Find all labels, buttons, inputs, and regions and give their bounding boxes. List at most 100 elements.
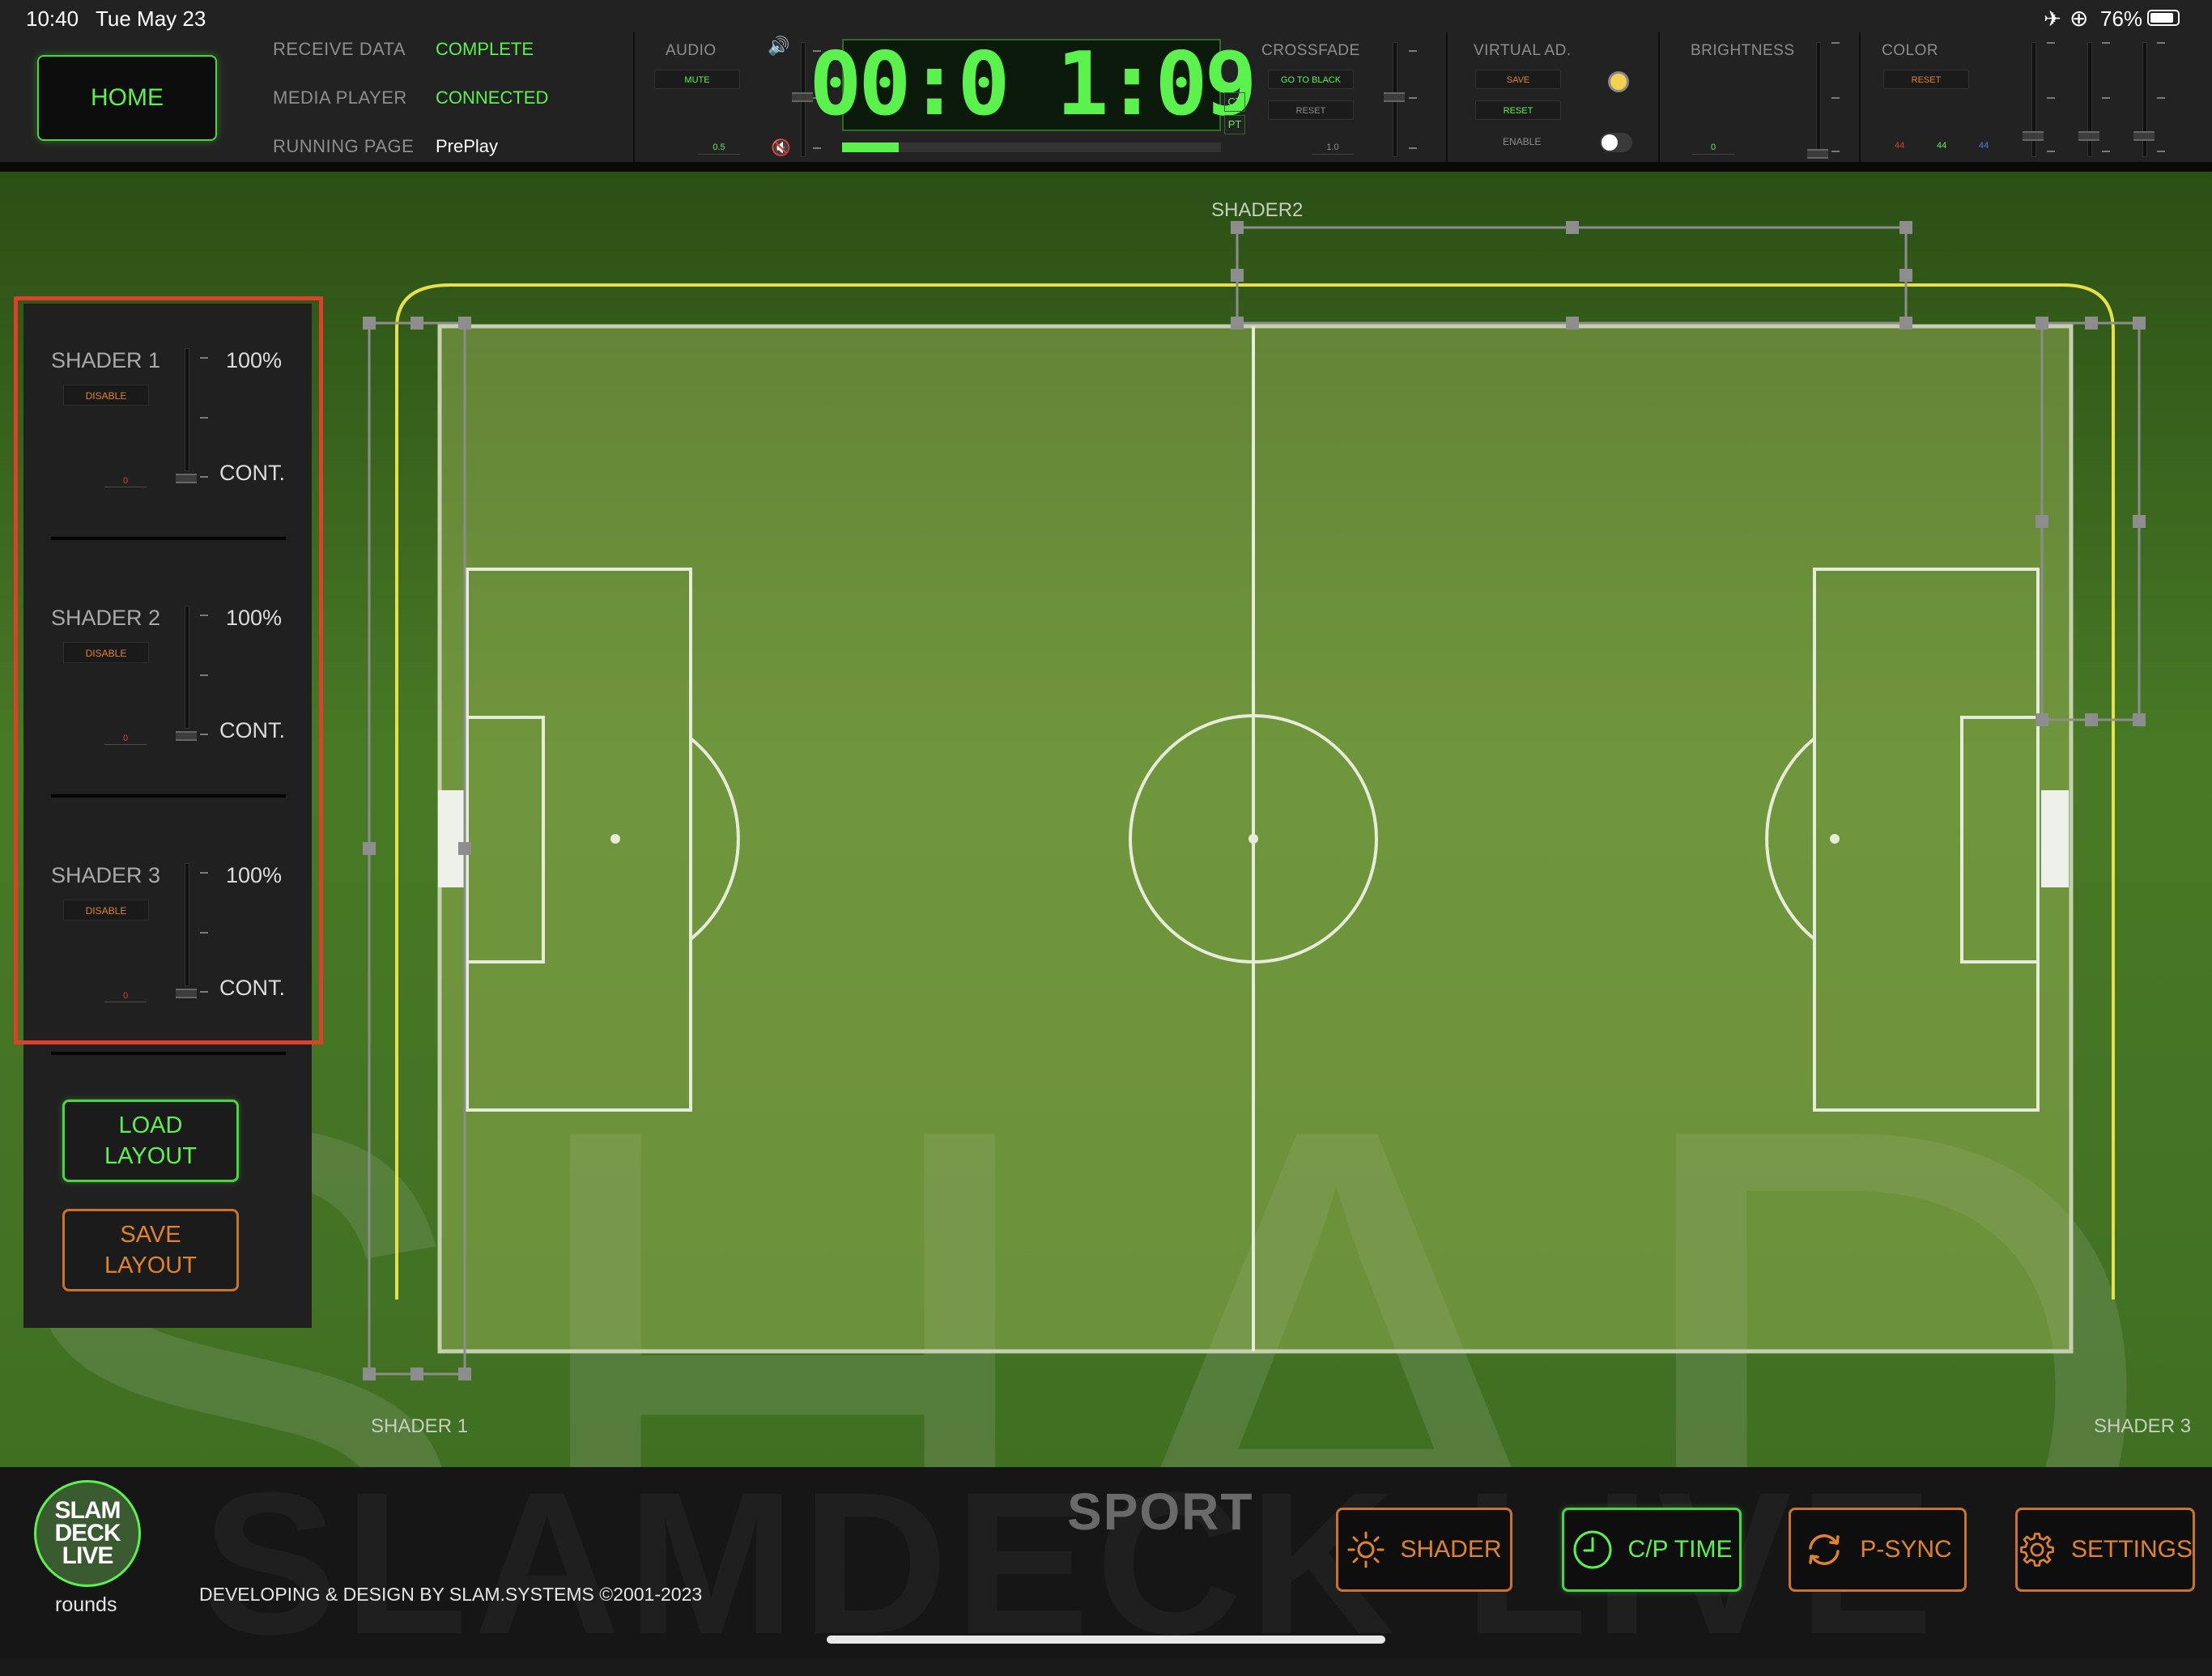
shader2-max-label: 100% [226,606,283,630]
shader3-handles [2035,317,2146,726]
color-g-slider-track[interactable] [2087,42,2092,157]
tick [813,147,821,149]
shader3-slider-track[interactable] [185,863,189,986]
center-spot [1249,834,1258,844]
color-r-slider-track[interactable] [2031,42,2036,157]
tick [200,734,208,735]
p-sync-nav-label: P-SYNC [1860,1536,1952,1563]
ct-toggle[interactable]: CT [1224,92,1245,112]
tick [200,932,208,934]
divider [633,32,635,162]
color-g-value[interactable]: 44 [1937,141,1947,151]
shader2-name: SHADER 2 [51,606,161,630]
shader1-handles [363,317,471,1380]
color-g-slider-knob[interactable] [2078,131,2099,141]
divider [1658,32,1660,162]
shader-nav-button[interactable]: SHADER [1336,1508,1512,1592]
shader3-cont-label: CONT. [219,976,285,1000]
color-b-value[interactable]: 44 [1979,141,1989,151]
enable-label: ENABLE [1503,136,1542,147]
virtual-ad-reset-button[interactable]: RESET [1475,100,1561,120]
logo-text: SLAM DECK LIVE [54,1497,121,1569]
crossfade-value-field[interactable]: 1.0 [1312,141,1354,155]
clock-icon [1573,1530,1612,1569]
shader2-disable-button[interactable]: DISABLE [63,642,149,663]
crossfade-label: CROSSFADE [1261,42,1360,59]
tick [200,476,208,478]
crossfade-slider-knob[interactable] [1384,92,1405,102]
audio-value-field[interactable]: 0.5 [698,141,740,155]
enable-toggle[interactable] [1600,133,1632,152]
shader3-value-field[interactable]: 0 [104,990,147,1002]
go-to-black-button[interactable]: GO TO BLACK [1268,70,1354,89]
credits-text: DEVELOPING & DESIGN BY SLAM.SYSTEMS ©200… [199,1584,703,1605]
center-circle [1129,714,1378,963]
yellow-boundary-line [395,283,2115,1300]
tick [200,357,208,359]
airplane-icon: ✈ [2044,6,2061,31]
color-b-slider-track[interactable] [2142,42,2147,157]
battery-percent: 76% [2100,6,2143,31]
brightness-label: BRIGHTNESS [1691,42,1795,59]
cp-time-nav-button[interactable]: C/P TIME [1562,1508,1742,1592]
home-label: HOME [91,84,164,111]
shader3-slider-knob[interactable] [176,989,197,998]
shader2-value-field[interactable]: 0 [104,733,147,745]
color-b-slider-knob[interactable] [2133,131,2155,141]
brightness-value-field[interactable]: 0 [1692,141,1734,155]
p-sync-nav-button[interactable]: P-SYNC [1789,1508,1967,1592]
settings-nav-button[interactable]: SETTINGS [2015,1508,2195,1592]
separator [51,1052,286,1055]
color-r-value[interactable]: 44 [1895,141,1905,151]
status-time: 10:40 [26,6,79,31]
status-date: Tue May 23 [96,6,206,31]
timer-display: 00:0 1:09 [809,39,1257,131]
audio-label: AUDIO [666,42,717,59]
tick [2157,151,2165,152]
color-r-slider-knob[interactable] [2023,131,2044,141]
top-control-bar: 10:40 Tue May 23 ✈ ⊕ 76% HOME RECEIVE DA… [0,0,2212,165]
brightness-slider-knob[interactable] [1807,149,1828,159]
shader3-max-label: 100% [226,863,283,887]
tick [200,417,208,419]
mute-button[interactable]: MUTE [654,70,740,89]
pt-toggle[interactable]: PT [1224,115,1245,134]
brightness-slider-track[interactable] [1816,42,1821,157]
right-penalty-arc [1765,737,1816,941]
shader1-disable-button[interactable]: DISABLE [63,385,149,406]
tick [2047,42,2055,44]
shader1-slider-knob[interactable] [176,474,197,483]
separator [51,537,286,540]
media-player-value: CONNECTED [436,87,549,108]
running-page-label: RUNNING PAGE [273,136,415,156]
tick [1831,42,1840,44]
shader2-slider-track[interactable] [185,606,189,729]
color-reset-button[interactable]: RESET [1883,70,1969,89]
virtual-ad-save-button[interactable]: SAVE [1475,70,1561,89]
shader-nav-label: SHADER [1400,1536,1502,1563]
shader2-canvas-label: SHADER2 [1211,199,1304,221]
shader1-value-field[interactable]: 0 [104,475,147,487]
left-goal [438,790,466,887]
shader1-slider-track[interactable] [185,348,189,471]
shader2-slider-knob[interactable] [176,731,197,741]
divider [1446,32,1448,162]
divider [1859,32,1861,162]
load-layout-button[interactable]: LOAD LAYOUT [62,1100,239,1182]
shader2-control: SHADER 2 DISABLE 0 100% CONT. [23,561,312,796]
save-layout-button[interactable]: SAVE LAYOUT [62,1209,239,1291]
shader1-control: SHADER 1 DISABLE 0 100% CONT. [23,304,312,561]
virtual-ad-label: VIRTUAL AD. [1474,42,1572,59]
sync-icon [1809,1534,1840,1565]
crossfade-reset-button[interactable]: RESET [1268,100,1354,120]
tick [813,97,821,99]
shader1-canvas-label: SHADER 1 [371,1415,469,1437]
home-button[interactable]: HOME [37,55,217,141]
tick [2102,42,2110,44]
tick [1409,97,1417,99]
right-goal [2041,790,2069,887]
shader3-control: SHADER 3 DISABLE 0 100% CONT. [23,819,312,1053]
audio-slider-knob[interactable] [792,92,813,102]
shader3-disable-button[interactable]: DISABLE [63,900,149,921]
tick [200,991,208,993]
